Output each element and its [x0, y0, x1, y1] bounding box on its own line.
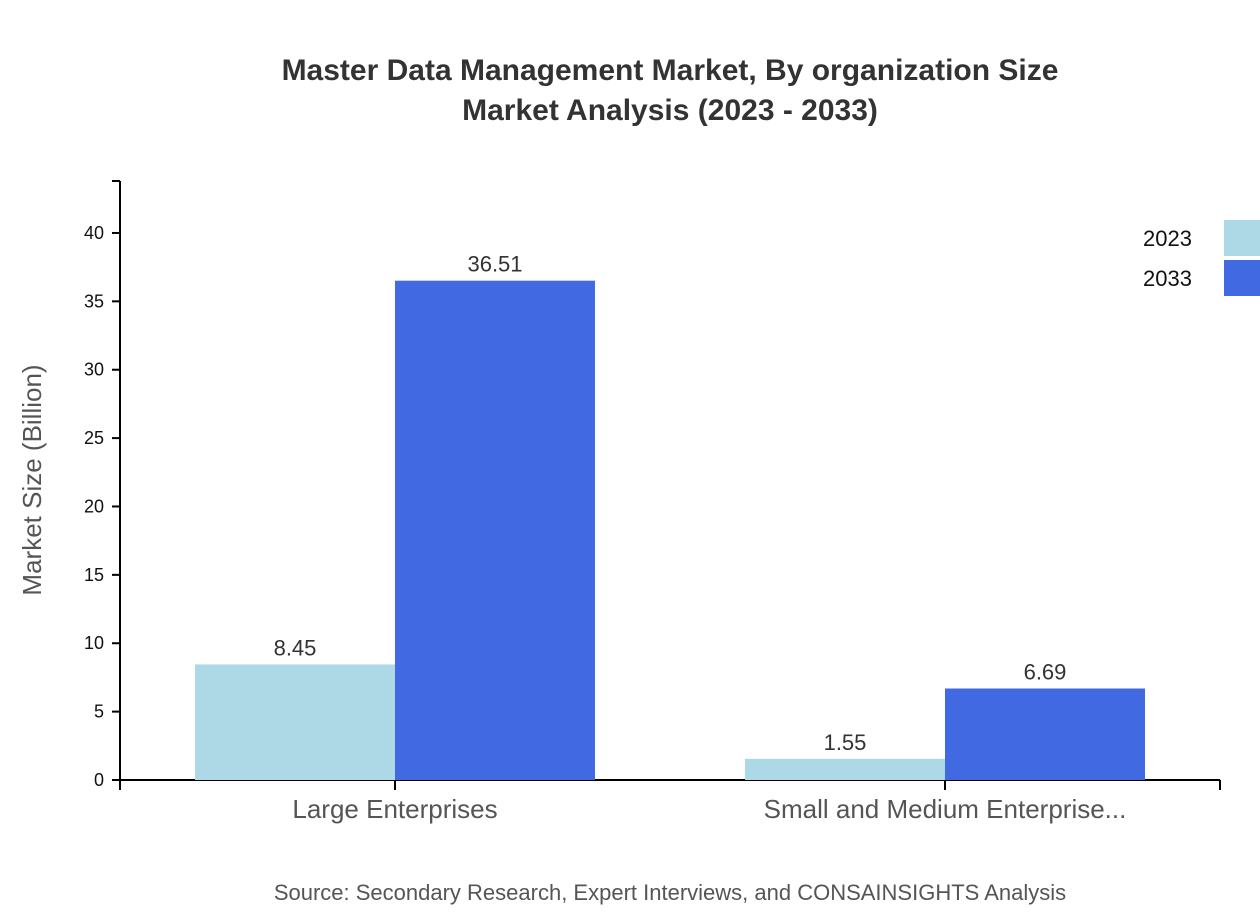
- legend-label: 2023: [1143, 226, 1192, 251]
- y-tick-label: 15: [84, 565, 104, 585]
- source-note: Source: Secondary Research, Expert Inter…: [274, 880, 1066, 905]
- y-tick-label: 20: [84, 496, 104, 516]
- x-tick-label: Large Enterprises: [292, 794, 497, 824]
- bar-2023: [195, 664, 395, 780]
- chart-title-line-2: Market Analysis (2023 - 2033): [462, 94, 878, 127]
- bar-2033: [945, 688, 1145, 780]
- chart-title-line-1: Master Data Management Market, By organi…: [282, 54, 1059, 87]
- legend-swatch-2033: [1224, 260, 1260, 296]
- y-tick-label: 10: [84, 633, 104, 653]
- legend-swatch-2023: [1224, 220, 1260, 256]
- bar-2023: [745, 758, 945, 780]
- y-tick-label: 35: [84, 291, 104, 311]
- data-label: 36.51: [467, 252, 522, 277]
- y-tick-label: 40: [84, 223, 104, 243]
- y-tick-label: 5: [94, 702, 104, 722]
- bar-2033: [395, 280, 595, 780]
- data-label: 6.69: [1024, 660, 1067, 685]
- y-tick-label: 25: [84, 428, 104, 448]
- y-axis-label: Market Size (Billion): [17, 364, 47, 595]
- x-tick-label: Small and Medium Enterprise...: [764, 794, 1127, 824]
- legend-label: 2033: [1143, 266, 1192, 291]
- data-label: 8.45: [274, 635, 317, 660]
- y-tick-label: 30: [84, 360, 104, 380]
- y-tick-label: 0: [94, 770, 104, 790]
- data-label: 1.55: [824, 730, 867, 755]
